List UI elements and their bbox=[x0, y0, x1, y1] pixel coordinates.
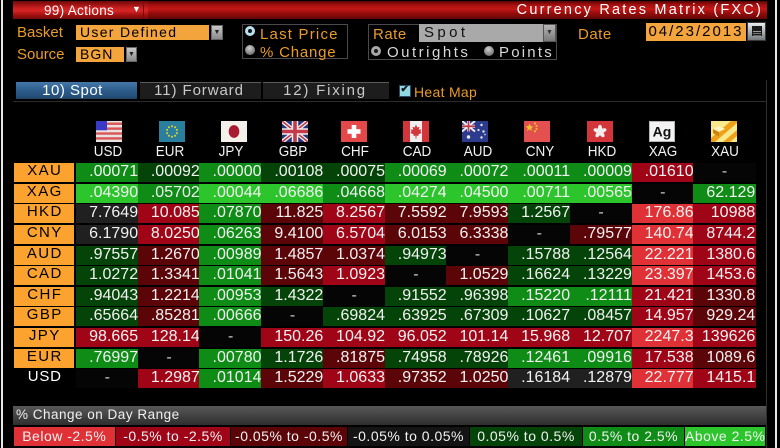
svg-text:Ag: Ag bbox=[652, 124, 671, 140]
